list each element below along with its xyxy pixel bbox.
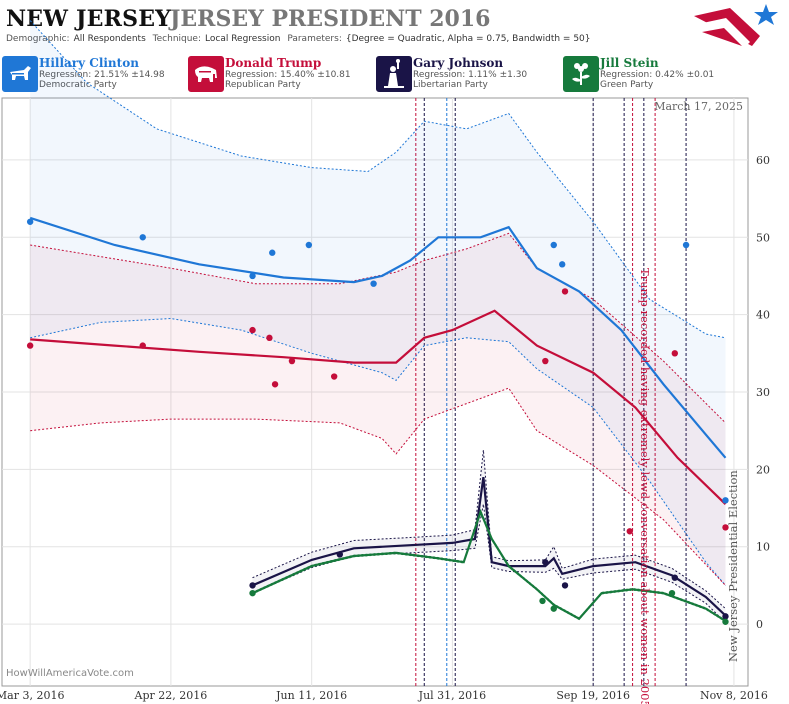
poll-point bbox=[249, 326, 256, 334]
y-tick-label: 60 bbox=[756, 154, 770, 167]
demographic-label: Demographic: bbox=[6, 34, 70, 44]
state-title: NEW JERSEY bbox=[6, 6, 172, 32]
poll-point bbox=[668, 589, 676, 597]
demographic-value: All Respondents bbox=[73, 34, 146, 44]
x-tick-label: Apr 22, 2016 bbox=[134, 689, 208, 702]
poll-point bbox=[550, 241, 557, 249]
poll-point bbox=[682, 241, 690, 249]
elephant-icon bbox=[188, 56, 224, 92]
poll-point bbox=[336, 551, 344, 558]
regression-line bbox=[252, 508, 727, 622]
poll-point bbox=[288, 357, 296, 365]
candidate-party: Libertarian Party bbox=[413, 80, 488, 90]
poll-point bbox=[249, 272, 256, 280]
poll-point bbox=[722, 497, 729, 504]
candidate-name: Gary Johnson bbox=[413, 56, 504, 70]
poll-point bbox=[561, 582, 569, 589]
y-tick-label: 20 bbox=[756, 463, 770, 476]
x-tick-label: Nov 8, 2016 bbox=[700, 689, 768, 702]
poll-point bbox=[722, 613, 729, 620]
upper-bound-line bbox=[252, 449, 726, 609]
x-tick-label: Mar 3, 2016 bbox=[0, 689, 64, 702]
site-footer: HowWillAmericaVote.com bbox=[6, 668, 134, 679]
candidate-party: Green Party bbox=[600, 80, 654, 90]
poll-point bbox=[722, 524, 729, 531]
candidate-name: Hillary Clinton bbox=[39, 56, 139, 70]
poll-point bbox=[249, 589, 256, 597]
poll-point bbox=[626, 528, 633, 535]
poll-point bbox=[539, 597, 546, 605]
candidate-regression: Regression: 21.51% ±14.98 bbox=[39, 70, 165, 80]
event-annotation: New Jersey Presidential Election bbox=[726, 470, 740, 662]
event-annotation: Trump recorded having extremely lewd con… bbox=[638, 268, 652, 704]
parameters-label: Parameters: bbox=[287, 34, 342, 44]
x-tick-label: Jul 31, 2016 bbox=[418, 689, 487, 702]
poll-point bbox=[269, 249, 276, 256]
upper-bound-line bbox=[30, 232, 726, 424]
upper-bound-line bbox=[29, 20, 726, 339]
statue-of-liberty-icon bbox=[376, 56, 412, 92]
poll-point bbox=[561, 288, 569, 295]
donkey-icon bbox=[2, 56, 38, 92]
candidate-party: Democratic Party bbox=[39, 80, 117, 90]
poll-point bbox=[330, 373, 338, 380]
candidate-card-stein[interactable]: Jill Stein Regression: 0.42% ±0.01 Green… bbox=[563, 56, 747, 92]
updated-date: March 17, 2025 bbox=[654, 100, 743, 113]
poll-point bbox=[722, 618, 729, 625]
candidate-party: Republican Party bbox=[225, 80, 301, 90]
poll-point bbox=[671, 350, 679, 357]
regression-line bbox=[30, 309, 727, 505]
lower-bound-line bbox=[30, 317, 726, 586]
candidate-regression: Regression: 1.11% ±1.30 bbox=[413, 70, 528, 80]
technique-label: Technique: bbox=[152, 34, 202, 44]
race-title: JERSEY PRESIDENT 2016 bbox=[170, 6, 491, 32]
poll-point bbox=[542, 559, 549, 566]
candidate-legend: Hillary Clinton Regression: 21.51% ±14.9… bbox=[0, 56, 789, 94]
parameters-value: {Degree = Quadratic, Alpha = 0.75, Bandw… bbox=[345, 34, 591, 44]
poll-point bbox=[550, 605, 557, 612]
poll-point bbox=[559, 261, 566, 268]
candidate-regression: Regression: 15.40% ±10.81 bbox=[225, 70, 351, 80]
y-tick-label: 40 bbox=[756, 309, 770, 322]
y-tick-label: 10 bbox=[756, 541, 770, 554]
candidate-card-trump[interactable]: Donald Trump Regression: 15.40% ±10.81 R… bbox=[188, 56, 372, 92]
poll-point bbox=[370, 280, 377, 287]
candidate-name: Donald Trump bbox=[225, 56, 322, 70]
y-tick-label: 0 bbox=[756, 618, 763, 631]
confidence-band bbox=[30, 20, 726, 586]
poll-point bbox=[139, 234, 146, 241]
x-tick-label: Sep 19, 2016 bbox=[556, 689, 630, 702]
candidate-card-johnson[interactable]: Gary Johnson Regression: 1.11% ±1.30 Lib… bbox=[376, 56, 560, 92]
lower-bound-line bbox=[30, 387, 726, 586]
candidate-regression: Regression: 0.42% ±0.01 bbox=[600, 70, 715, 80]
poll-point bbox=[139, 342, 146, 349]
poll-point bbox=[305, 241, 313, 249]
poll-point bbox=[26, 342, 34, 349]
flower-icon bbox=[563, 56, 599, 92]
x-tick-label: Jun 11, 2016 bbox=[275, 689, 347, 702]
parameters-line: Demographic:All Respondents Technique:Lo… bbox=[6, 34, 595, 44]
technique-value: Local Regression bbox=[205, 34, 281, 44]
poll-point bbox=[26, 218, 34, 225]
regression-line bbox=[29, 216, 727, 459]
y-tick-label: 30 bbox=[756, 386, 770, 399]
poll-point bbox=[249, 582, 256, 589]
y-tick-label: 50 bbox=[756, 231, 770, 244]
confidence-band bbox=[30, 233, 726, 586]
candidate-card-clinton[interactable]: Hillary Clinton Regression: 21.51% ±14.9… bbox=[2, 56, 186, 92]
poll-point bbox=[542, 357, 549, 365]
poll-point bbox=[266, 334, 273, 342]
flag-star-logo-icon bbox=[694, 4, 778, 48]
candidate-name: Jill Stein bbox=[600, 56, 659, 70]
poll-point bbox=[671, 574, 679, 581]
poll-point bbox=[271, 381, 279, 388]
